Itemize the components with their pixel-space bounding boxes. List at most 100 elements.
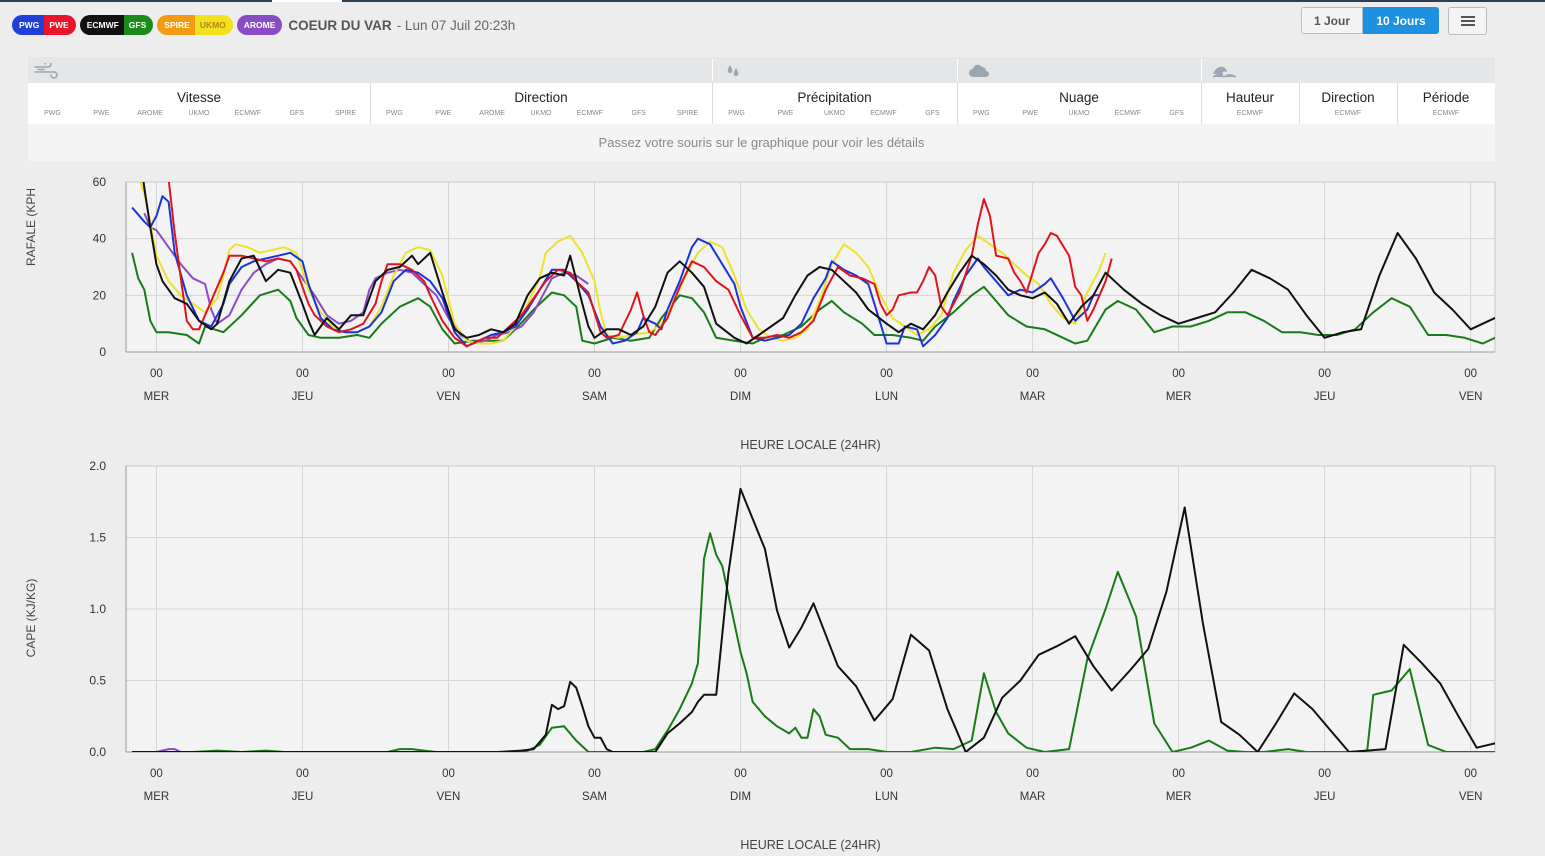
y-tick-label: 0.0 (89, 745, 106, 759)
x-tick-hour: 00 (1026, 368, 1039, 380)
model-sublabel: PWG (44, 110, 61, 117)
model-sublabel: ECMWF (870, 110, 897, 117)
y-tick-label: 0.5 (89, 674, 106, 688)
model-label: SPIRE (157, 15, 195, 35)
group-label: Précipitation (797, 90, 872, 105)
x-tick-hour: 00 (588, 768, 601, 780)
model-sublabel: UKMO (530, 110, 552, 117)
group-label: Hauteur (1225, 90, 1275, 105)
x-tick-day: DIM (730, 791, 751, 803)
x-tick-day: JEU (292, 791, 314, 803)
column-separator (957, 83, 958, 124)
model-sublabel: ECMWF (1334, 110, 1362, 117)
wind-icon (34, 63, 58, 79)
model-sublabel: UKMO (824, 110, 845, 117)
model-pill[interactable]: AROME (236, 15, 283, 35)
model-sublabel: GFS (289, 110, 304, 117)
series-line-ecmwf[interactable] (132, 487, 1544, 752)
x-tick-day: SAM (582, 391, 607, 403)
model-pill[interactable]: SPIRE UKMO (157, 15, 233, 35)
model-sublabel: ECMWF (234, 110, 262, 117)
x-tick-hour: 00 (1318, 368, 1331, 380)
y-tick-label: 40 (93, 232, 107, 246)
x-tick-day: MAR (1020, 391, 1046, 403)
menu-button[interactable] (1448, 7, 1487, 35)
series-line-pwe[interactable] (138, 176, 1113, 348)
x-tick-day: VEN (437, 791, 461, 803)
model-sublabel: GFS (631, 110, 646, 117)
series-group (131, 176, 1544, 348)
series-line-arome[interactable] (132, 748, 193, 752)
model-pill[interactable]: ECMWF GFS (79, 15, 154, 35)
x-tick-hour: 00 (150, 368, 163, 380)
x-tick-day: VEN (1459, 791, 1483, 803)
plot-area (126, 182, 1495, 352)
model-sublabel: GFS (925, 110, 940, 117)
y-axis-label: RAFALE (KPH (24, 188, 38, 266)
model-label: PWG (12, 15, 45, 35)
series-line-ukmo[interactable] (138, 176, 1107, 345)
model-sublabel: PWG (973, 110, 990, 117)
series-line-ecmwf[interactable] (132, 176, 1544, 345)
wave-icon (1212, 66, 1237, 78)
x-tick-day: JEU (292, 391, 314, 403)
group-label: Vitesse (176, 90, 222, 105)
series-line-gfs[interactable] (131, 252, 1519, 345)
column-separator (1397, 83, 1398, 124)
model-sublabel: UKMO (1068, 110, 1090, 117)
model-sublabel: PWE (1022, 110, 1039, 117)
cape-chart[interactable]: 0.0 0.5 1.0 1.5 2.0 00 MER 00 JEU 00 VEN 00 SAM 00 DIM… (0, 456, 1545, 856)
ten-days-button[interactable]: 10 Jours (1363, 7, 1439, 34)
x-tick-hour: 00 (588, 368, 601, 380)
x-tick-day: SAM (582, 791, 607, 803)
model-sublabel: SPIRE (335, 110, 357, 117)
x-tick-hour: 00 (734, 768, 747, 780)
x-tick-day: LUN (875, 791, 898, 803)
column-separator (1299, 83, 1300, 124)
location-title: COEUR DU VAR (288, 17, 392, 33)
x-tick-hour: 00 (442, 768, 455, 780)
series-line-pwg[interactable] (131, 195, 1100, 348)
column-separator (712, 83, 713, 124)
model-sublabel: SPIRE (677, 110, 699, 117)
one-day-button[interactable]: 1 Jour (1301, 7, 1363, 34)
x-tick-day: JEU (1314, 791, 1336, 803)
x-tick-hour: 00 (880, 368, 893, 380)
model-label: AROME (236, 15, 283, 35)
x-tick-day: MER (144, 391, 170, 403)
model-sublabel: AROME (137, 110, 163, 117)
x-tick-hour: 00 (880, 768, 893, 780)
x-tick-hour: 00 (296, 368, 309, 380)
series-group (132, 487, 1544, 752)
gust-chart[interactable]: 0 20 40 60 00 MER 00 JEU 00 VEN 00 SAM 00 DIM 00 LUN 00 M… (0, 176, 1545, 456)
y-tick-label: 20 (93, 288, 107, 302)
header: PWG PWE ECMWF GFS SPIRE UKMO AROME COEUR DU VA… (12, 13, 515, 37)
x-tick-day: VEN (1459, 391, 1483, 403)
group-label: Direction (514, 90, 568, 105)
model-label: PWE (44, 15, 76, 35)
y-tick-label: 1.0 (89, 602, 106, 616)
model-sublabel: ECMWF (1432, 110, 1460, 117)
x-tick-hour: 00 (1172, 768, 1185, 780)
x-tick-hour: 00 (1464, 768, 1477, 780)
model-pill[interactable]: PWG PWE (12, 15, 76, 35)
model-sublabel: GFS (1169, 110, 1184, 117)
update-time: - Lun 07 Juil 20:23h (396, 17, 516, 33)
model-sublabel: PWG (728, 110, 745, 117)
x-tick-day: DIM (730, 391, 751, 403)
y-tick-label: 0 (99, 345, 106, 359)
model-label: UKMO (194, 15, 233, 35)
model-sublabel: PWE (93, 110, 110, 117)
model-sublabel: PWE (435, 110, 452, 117)
model-label: ECMWF (79, 15, 124, 35)
active-tab-indicator (272, 0, 342, 2)
x-tick-hour: 00 (734, 368, 747, 380)
model-legend: PWG PWE ECMWF GFS SPIRE UKMO AROME (12, 15, 286, 35)
column-separator (1201, 83, 1202, 124)
x-tick-day: MER (144, 791, 170, 803)
model-sublabel: PWG (386, 110, 403, 117)
column-separator (370, 83, 371, 124)
x-tick-day: MAR (1020, 791, 1046, 803)
group-label: Nuage (1059, 90, 1099, 105)
y-tick-label: 2.0 (89, 459, 106, 473)
